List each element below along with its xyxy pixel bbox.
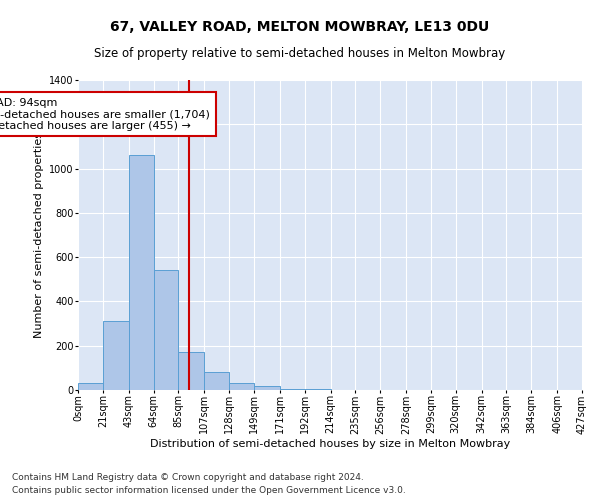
Text: Contains HM Land Registry data © Crown copyright and database right 2024.: Contains HM Land Registry data © Crown c… <box>12 474 364 482</box>
Text: 67, VALLEY ROAD, MELTON MOWBRAY, LE13 0DU: 67, VALLEY ROAD, MELTON MOWBRAY, LE13 0D… <box>110 20 490 34</box>
X-axis label: Distribution of semi-detached houses by size in Melton Mowbray: Distribution of semi-detached houses by … <box>150 439 510 449</box>
Bar <box>154 270 178 390</box>
Bar <box>280 389 305 390</box>
Bar <box>78 384 103 390</box>
Text: Contains public sector information licensed under the Open Government Licence v3: Contains public sector information licen… <box>12 486 406 495</box>
Text: Size of property relative to semi-detached houses in Melton Mowbray: Size of property relative to semi-detach… <box>94 48 506 60</box>
Bar <box>178 352 204 390</box>
Y-axis label: Number of semi-detached properties: Number of semi-detached properties <box>34 132 44 338</box>
Bar <box>254 386 280 390</box>
Bar <box>103 322 129 390</box>
Bar <box>204 372 229 390</box>
Bar <box>229 384 254 390</box>
Text: 67 VALLEY ROAD: 94sqm
← 78% of semi-detached houses are smaller (1,704)
21% of s: 67 VALLEY ROAD: 94sqm ← 78% of semi-deta… <box>0 98 210 131</box>
Bar <box>129 156 154 390</box>
